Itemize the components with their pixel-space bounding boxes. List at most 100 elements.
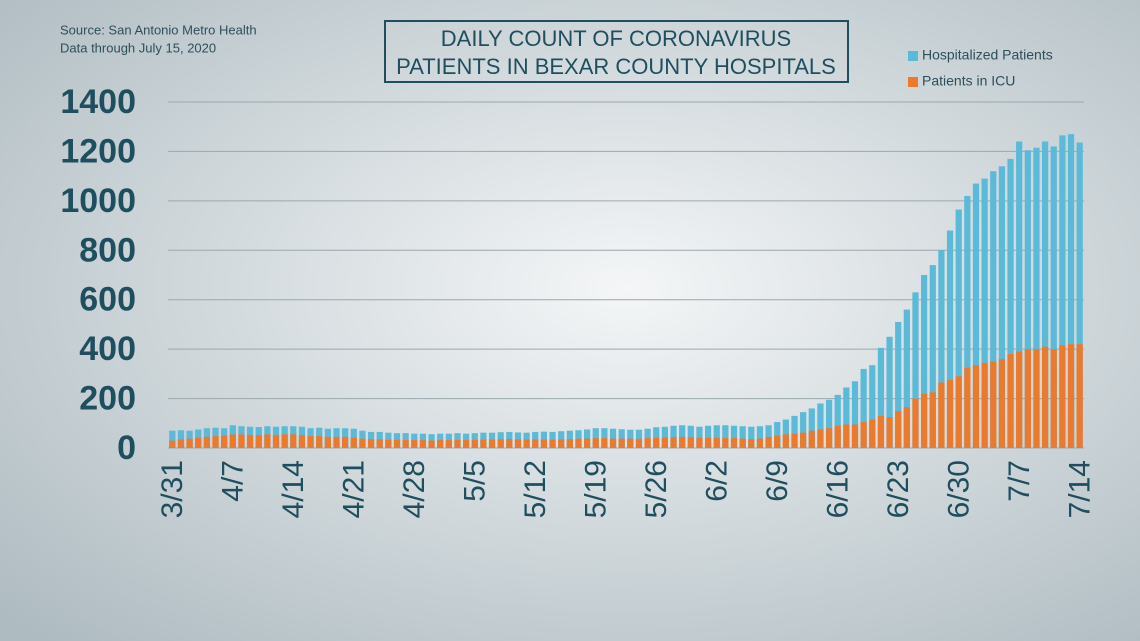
bar [480,439,487,448]
chart-title: DAILY COUNT OF CORONAVIRUS [441,26,791,51]
y-tick-label: 1400 [60,83,136,121]
bar [990,171,997,448]
bar [756,426,764,448]
bar [488,439,496,448]
y-tick-label: 600 [79,281,136,319]
bar [713,437,720,448]
bar [428,440,435,448]
title-box [384,20,849,83]
bar [921,393,928,448]
bar [869,365,876,448]
bar [221,435,228,448]
bar [454,439,461,448]
bar [800,432,807,448]
bar [679,436,686,448]
legend-label: Hospitalized Patients [922,47,1053,63]
bar [886,417,893,448]
bar [903,309,910,448]
bar [471,439,478,448]
bar [722,425,729,448]
bar [601,438,608,448]
bar [834,425,841,448]
x-tick-label: 5/19 [580,460,613,518]
bar [782,434,789,448]
bar [955,376,962,448]
bar [817,403,824,448]
bar [212,436,219,448]
bar [679,425,686,448]
x-tick-label: 5/5 [459,460,492,502]
bar [998,359,1006,448]
source-note: Source: San Antonio Metro Health [60,22,257,37]
bar [808,408,815,448]
x-tick-label: 5/12 [519,460,552,518]
bar [419,440,427,448]
bar [972,183,980,449]
bar [402,440,409,448]
bar [869,419,876,448]
bar [644,438,651,448]
bar [895,410,902,448]
bar [972,365,980,448]
bar [1016,351,1023,448]
bar [540,439,548,448]
bar [566,439,573,448]
bar [445,440,452,448]
bar [506,439,513,448]
bar [385,439,392,448]
bar [575,438,582,448]
bar [229,434,236,448]
bar [1067,134,1075,448]
bar [800,412,807,448]
bar [195,437,202,448]
x-tick-label: 4/7 [217,460,250,502]
x-tick-label: 6/9 [761,460,794,502]
x-tick-label: 6/30 [943,460,976,518]
bar [1007,354,1014,448]
bar [290,434,297,448]
bar [774,422,781,448]
bar [549,439,556,448]
bar [558,439,565,448]
bar [281,434,288,448]
x-tick-label: 5/26 [640,460,673,518]
bar [1024,150,1031,448]
y-tick-label: 400 [79,330,136,368]
bar [877,347,885,448]
bar [687,437,694,448]
bar [990,361,997,448]
bar [964,195,971,448]
bar [367,439,375,448]
bar [895,321,902,448]
y-tick-label: 800 [79,231,136,269]
bar [938,250,945,448]
bar [584,438,591,448]
bar [696,426,703,448]
bar [661,437,668,448]
bar [860,422,867,448]
bar [514,439,522,448]
bar [307,436,314,448]
bar [670,425,677,448]
bar [808,430,815,448]
bar [782,419,789,448]
bar [946,380,954,448]
bar [687,425,694,448]
bar [393,439,401,448]
bar [1067,344,1075,448]
bar [713,425,720,448]
y-tick-label: 0 [117,429,136,467]
x-tick-label: 6/23 [882,460,915,518]
bar [817,429,824,448]
x-tick-label: 4/14 [277,460,310,518]
bar [704,437,712,448]
legend-swatch [908,51,918,61]
bar [843,424,850,448]
y-tick-label: 1200 [60,132,136,170]
bar [186,438,193,448]
bar [523,439,530,448]
bar [964,367,971,448]
bar [722,438,729,448]
bar [177,439,185,448]
bar [653,437,660,448]
